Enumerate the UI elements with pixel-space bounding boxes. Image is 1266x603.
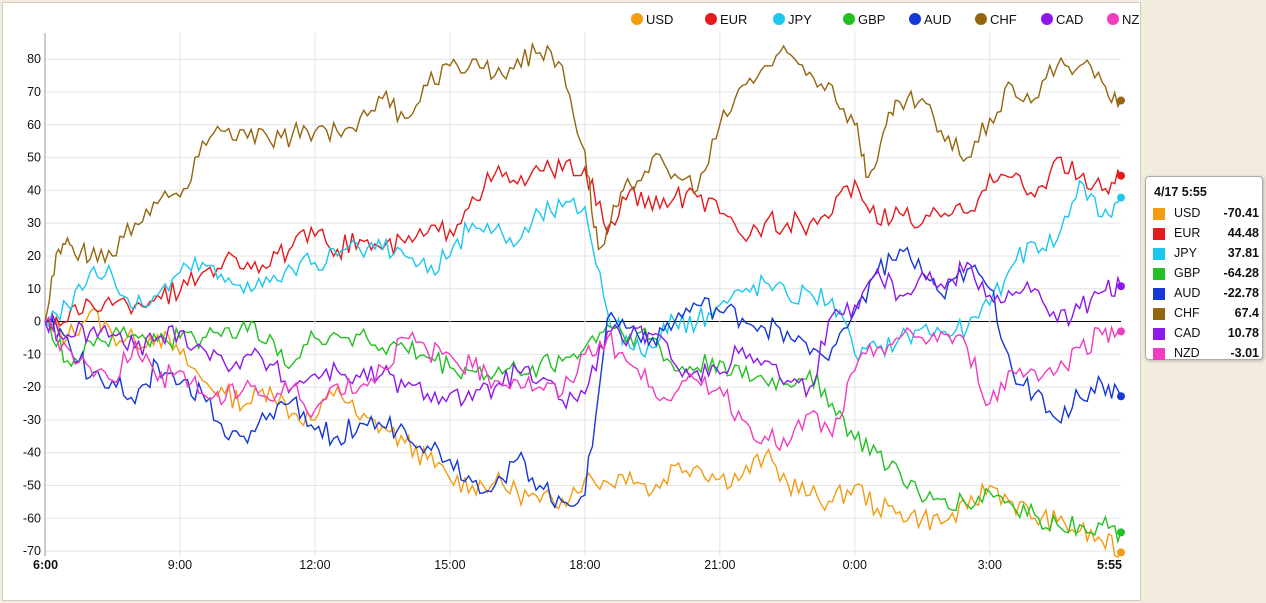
- tooltip-series-name: GBP: [1174, 266, 1201, 280]
- tooltip-series-name: EUR: [1174, 226, 1201, 240]
- tooltip-series-name: USD: [1174, 206, 1201, 220]
- tooltip-series-name: CAD: [1174, 326, 1201, 340]
- series-line-eur: [44, 156, 1122, 332]
- chart-panel: 80 70 60 50 40 30 20 10 0 -10 -20 -30 -40 -50 -60 -70 6:…: [2, 2, 1141, 601]
- legend-label-jpy: JPY: [788, 12, 812, 27]
- series-line-usd: [44, 308, 1122, 559]
- y-tick-label: 10: [27, 282, 41, 296]
- series-end-marker-gbp: [1117, 528, 1125, 537]
- tooltip-series-name: NZD: [1174, 346, 1200, 360]
- y-tick-label: 40: [27, 183, 41, 197]
- tooltip-row-jpy: JPY 37.81: [1153, 245, 1259, 265]
- y-tick-label: 70: [27, 85, 41, 99]
- legend-marker-nzd: [1107, 13, 1119, 25]
- y-tick-label: -60: [23, 511, 41, 525]
- tooltip-row-aud: AUD -22.78: [1153, 285, 1259, 305]
- legend-label-cad: CAD: [1056, 12, 1083, 27]
- legend-marker-gbp: [843, 13, 855, 25]
- tooltip-series-name: JPY: [1174, 246, 1197, 260]
- tooltip-swatch: [1153, 208, 1165, 220]
- series-line-nzd: [44, 316, 1122, 452]
- tooltip-row-chf: CHF 67.4: [1153, 305, 1259, 325]
- series-line-gbp: [44, 316, 1122, 544]
- series-line-cad: [44, 259, 1122, 411]
- tooltip-series-value: 44.48: [1227, 226, 1259, 240]
- series-end-marker-aud: [1117, 392, 1125, 401]
- legend-marker-chf: [975, 13, 987, 25]
- tooltip-series-value: -22.78: [1223, 286, 1259, 300]
- legend-label-usd: USD: [646, 12, 673, 27]
- tooltip-series-name: CHF: [1174, 306, 1200, 320]
- tooltip-swatch: [1153, 268, 1165, 280]
- tooltip-swatch: [1153, 348, 1165, 360]
- tooltip-series-value: 10.78: [1227, 326, 1259, 340]
- series-end-marker-cad: [1117, 282, 1125, 291]
- legend-label-aud: AUD: [924, 12, 951, 27]
- series-line-chf: [44, 41, 1122, 322]
- series-end-marker-usd: [1117, 548, 1125, 557]
- x-tick-label: 18:00: [569, 558, 600, 572]
- x-tick-label: 0:00: [843, 558, 867, 572]
- tooltip-series-value: 67.4: [1234, 306, 1259, 320]
- y-tick-label: -50: [23, 479, 41, 493]
- tooltip-swatch: [1153, 248, 1165, 260]
- legend-marker-cad: [1041, 13, 1053, 25]
- series-lines: [44, 41, 1125, 559]
- x-tick-label: 3:00: [978, 558, 1002, 572]
- legend-label-nzd: NZD: [1122, 12, 1140, 27]
- y-tick-label: 60: [27, 118, 41, 132]
- y-tick-label: -30: [23, 413, 41, 427]
- legend[interactable]: USD EUR JPY GBP AUD CHF CAD NZD: [631, 12, 1140, 27]
- y-tick-label: -20: [23, 380, 41, 394]
- y-tick-label: 0: [34, 315, 41, 329]
- tooltip-series-value: 37.81: [1227, 246, 1259, 260]
- y-tick-label: -10: [23, 347, 41, 361]
- tooltip-swatch: [1153, 328, 1165, 340]
- series-end-marker-eur: [1117, 171, 1125, 180]
- tooltip-series-value: -3.01: [1230, 346, 1260, 360]
- line-chart[interactable]: 80 70 60 50 40 30 20 10 0 -10 -20 -30 -40 -50 -60 -706:…: [3, 3, 1140, 600]
- legend-label-gbp: GBP: [858, 12, 885, 27]
- tooltip-date: 4/17 5:55: [1154, 185, 1207, 199]
- x-tick-label: 15:00: [434, 558, 465, 572]
- x-tick-label: 6:00: [33, 558, 58, 572]
- legend-marker-aud: [909, 13, 921, 25]
- x-tick-label: 5:55: [1097, 558, 1122, 572]
- tooltip-series-name: AUD: [1174, 286, 1201, 300]
- tooltip-swatch: [1153, 288, 1165, 300]
- tooltip-row-cad: CAD 10.78: [1153, 325, 1259, 345]
- x-tick-label: 12:00: [299, 558, 330, 572]
- tooltip-series-value: -64.28: [1223, 266, 1259, 280]
- legend-marker-usd: [631, 13, 643, 25]
- tooltip-swatch: [1153, 228, 1165, 240]
- tooltip-swatch: [1153, 308, 1165, 320]
- axes: 80 70 60 50 40 30 20 10 0 -10 -20 -30 -40 -50 -60 -706:…: [23, 33, 1122, 572]
- tooltip: 4/17 5:55 USD -70.41 EUR 44.48 JPY 37.81 GBP -6…: [1145, 176, 1263, 360]
- series-line-aud: [44, 246, 1122, 510]
- legend-label-eur: EUR: [720, 12, 747, 27]
- x-tick-label: 21:00: [704, 558, 735, 572]
- y-tick-label: -40: [23, 446, 41, 460]
- series-end-marker-jpy: [1117, 193, 1125, 202]
- tooltip-row-eur: EUR 44.48: [1153, 225, 1259, 245]
- y-tick-label: 30: [27, 216, 41, 230]
- y-tick-label: 80: [27, 52, 41, 66]
- tooltip-series-value: -70.41: [1223, 206, 1259, 220]
- x-tick-label: 9:00: [168, 558, 192, 572]
- series-line-jpy: [44, 179, 1122, 363]
- tooltip-row-nzd: NZD -3.01: [1153, 345, 1259, 365]
- grid: [45, 33, 1121, 556]
- legend-label-chf: CHF: [990, 12, 1017, 27]
- y-tick-label: 50: [27, 151, 41, 165]
- legend-marker-eur: [705, 13, 717, 25]
- series-end-marker-chf: [1117, 96, 1125, 105]
- legend-marker-jpy: [773, 13, 785, 25]
- y-tick-label: -70: [23, 544, 41, 558]
- y-tick-label: 20: [27, 249, 41, 263]
- tooltip-row-usd: USD -70.41: [1153, 205, 1259, 225]
- series-end-marker-nzd: [1117, 327, 1125, 336]
- tooltip-row-gbp: GBP -64.28: [1153, 265, 1259, 285]
